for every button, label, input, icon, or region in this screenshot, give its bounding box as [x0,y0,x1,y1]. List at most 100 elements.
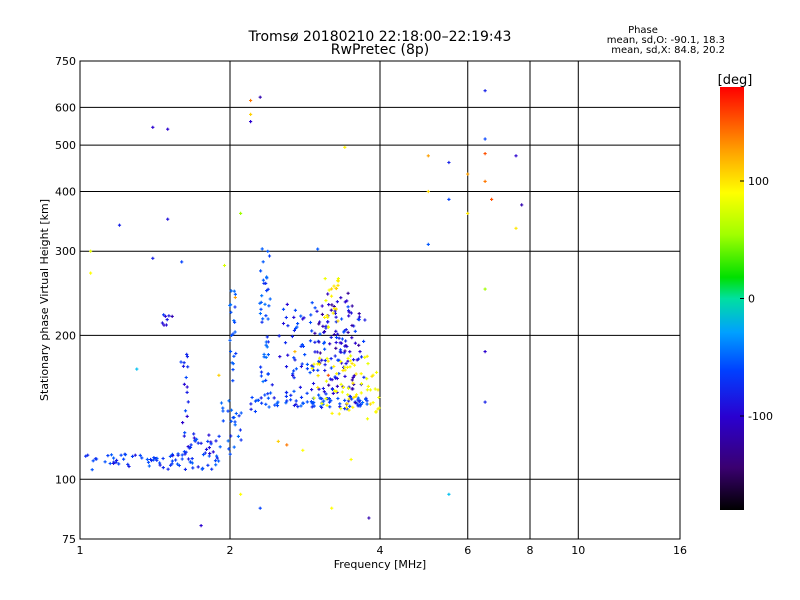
data-point [284,315,288,320]
data-point [332,332,336,337]
data-point [174,458,178,462]
data-point [340,317,344,321]
data-point [322,330,326,334]
data-point [160,321,164,325]
data-point [426,154,430,158]
data-point [316,374,320,378]
data-point [318,332,322,336]
data-point [284,390,288,394]
data-point [206,439,210,443]
data-point [228,452,232,456]
data-point [324,326,328,330]
data-point [140,456,144,460]
data-point [318,320,322,324]
data-point [155,456,159,460]
data-point [106,454,110,458]
data-point [89,271,93,275]
data-point [338,405,342,409]
data-point [191,466,195,470]
data-point [368,388,373,392]
data-point [233,320,237,324]
data-point [260,294,264,298]
data-point [328,405,332,409]
data-point [298,385,302,389]
data-point [373,387,377,391]
data-point [266,392,270,396]
data-point [324,299,328,303]
data-point [268,297,272,301]
data-point [447,160,451,165]
data-point [359,402,363,407]
data-point [180,457,184,461]
data-point [229,289,233,293]
data-point [335,372,339,376]
data-point [327,288,331,292]
data-point [320,401,324,406]
data-point [351,358,356,362]
data-point [183,431,187,435]
data-point [250,395,254,400]
data-point [316,368,320,372]
data-point [346,356,350,360]
data-point [259,365,263,369]
data-point [301,448,305,452]
data-point [346,330,350,334]
data-point [183,452,187,456]
data-point [346,393,350,397]
data-point [305,362,309,366]
data-point [363,318,367,322]
data-point [320,312,324,316]
data-point [336,279,340,283]
data-point [189,443,193,447]
data-point [249,402,253,406]
y-tick-label: 600 [55,101,76,114]
data-point [249,407,253,411]
data-point [331,391,335,395]
data-point [276,400,280,404]
phase-stat-x: mean, sd,X: 84.8, 20.2 [611,45,725,56]
data-point [312,362,316,366]
data-point [219,401,224,405]
data-point [342,330,346,334]
data-point [232,445,236,449]
data-point [316,247,320,251]
data-point [188,460,192,464]
data-point [339,382,343,386]
x-tick-label: 1 [77,544,84,557]
data-point [233,295,237,300]
data-point [346,291,350,295]
data-point [294,399,298,403]
data-point [323,347,327,351]
data-point [229,303,233,307]
data-point [365,388,369,392]
data-point [292,328,296,333]
data-point [322,341,326,346]
data-point [170,459,174,463]
data-point [350,336,354,340]
data-point [370,374,374,378]
data-point [308,320,313,325]
chart-subtitle: RwPretec (8p) [331,42,429,58]
data-point [365,417,370,421]
data-point [231,416,235,420]
data-point [146,460,151,464]
data-point [231,368,235,372]
data-point [200,467,204,471]
data-point [207,446,211,450]
x-axis-ticks: 1 2 4 6 8 10 16 [77,544,688,557]
data-point [361,400,365,405]
data-point [350,304,354,308]
data-point [234,351,238,356]
data-point [339,360,343,364]
data-point [285,302,289,306]
data-point [329,366,333,370]
data-point [221,406,225,410]
data-point [296,322,300,326]
data-point [229,349,233,354]
data-point [357,312,361,316]
data-point [296,405,300,409]
data-point [213,459,218,463]
data-point [341,385,346,389]
data-point [112,461,116,465]
data-point [130,454,135,458]
